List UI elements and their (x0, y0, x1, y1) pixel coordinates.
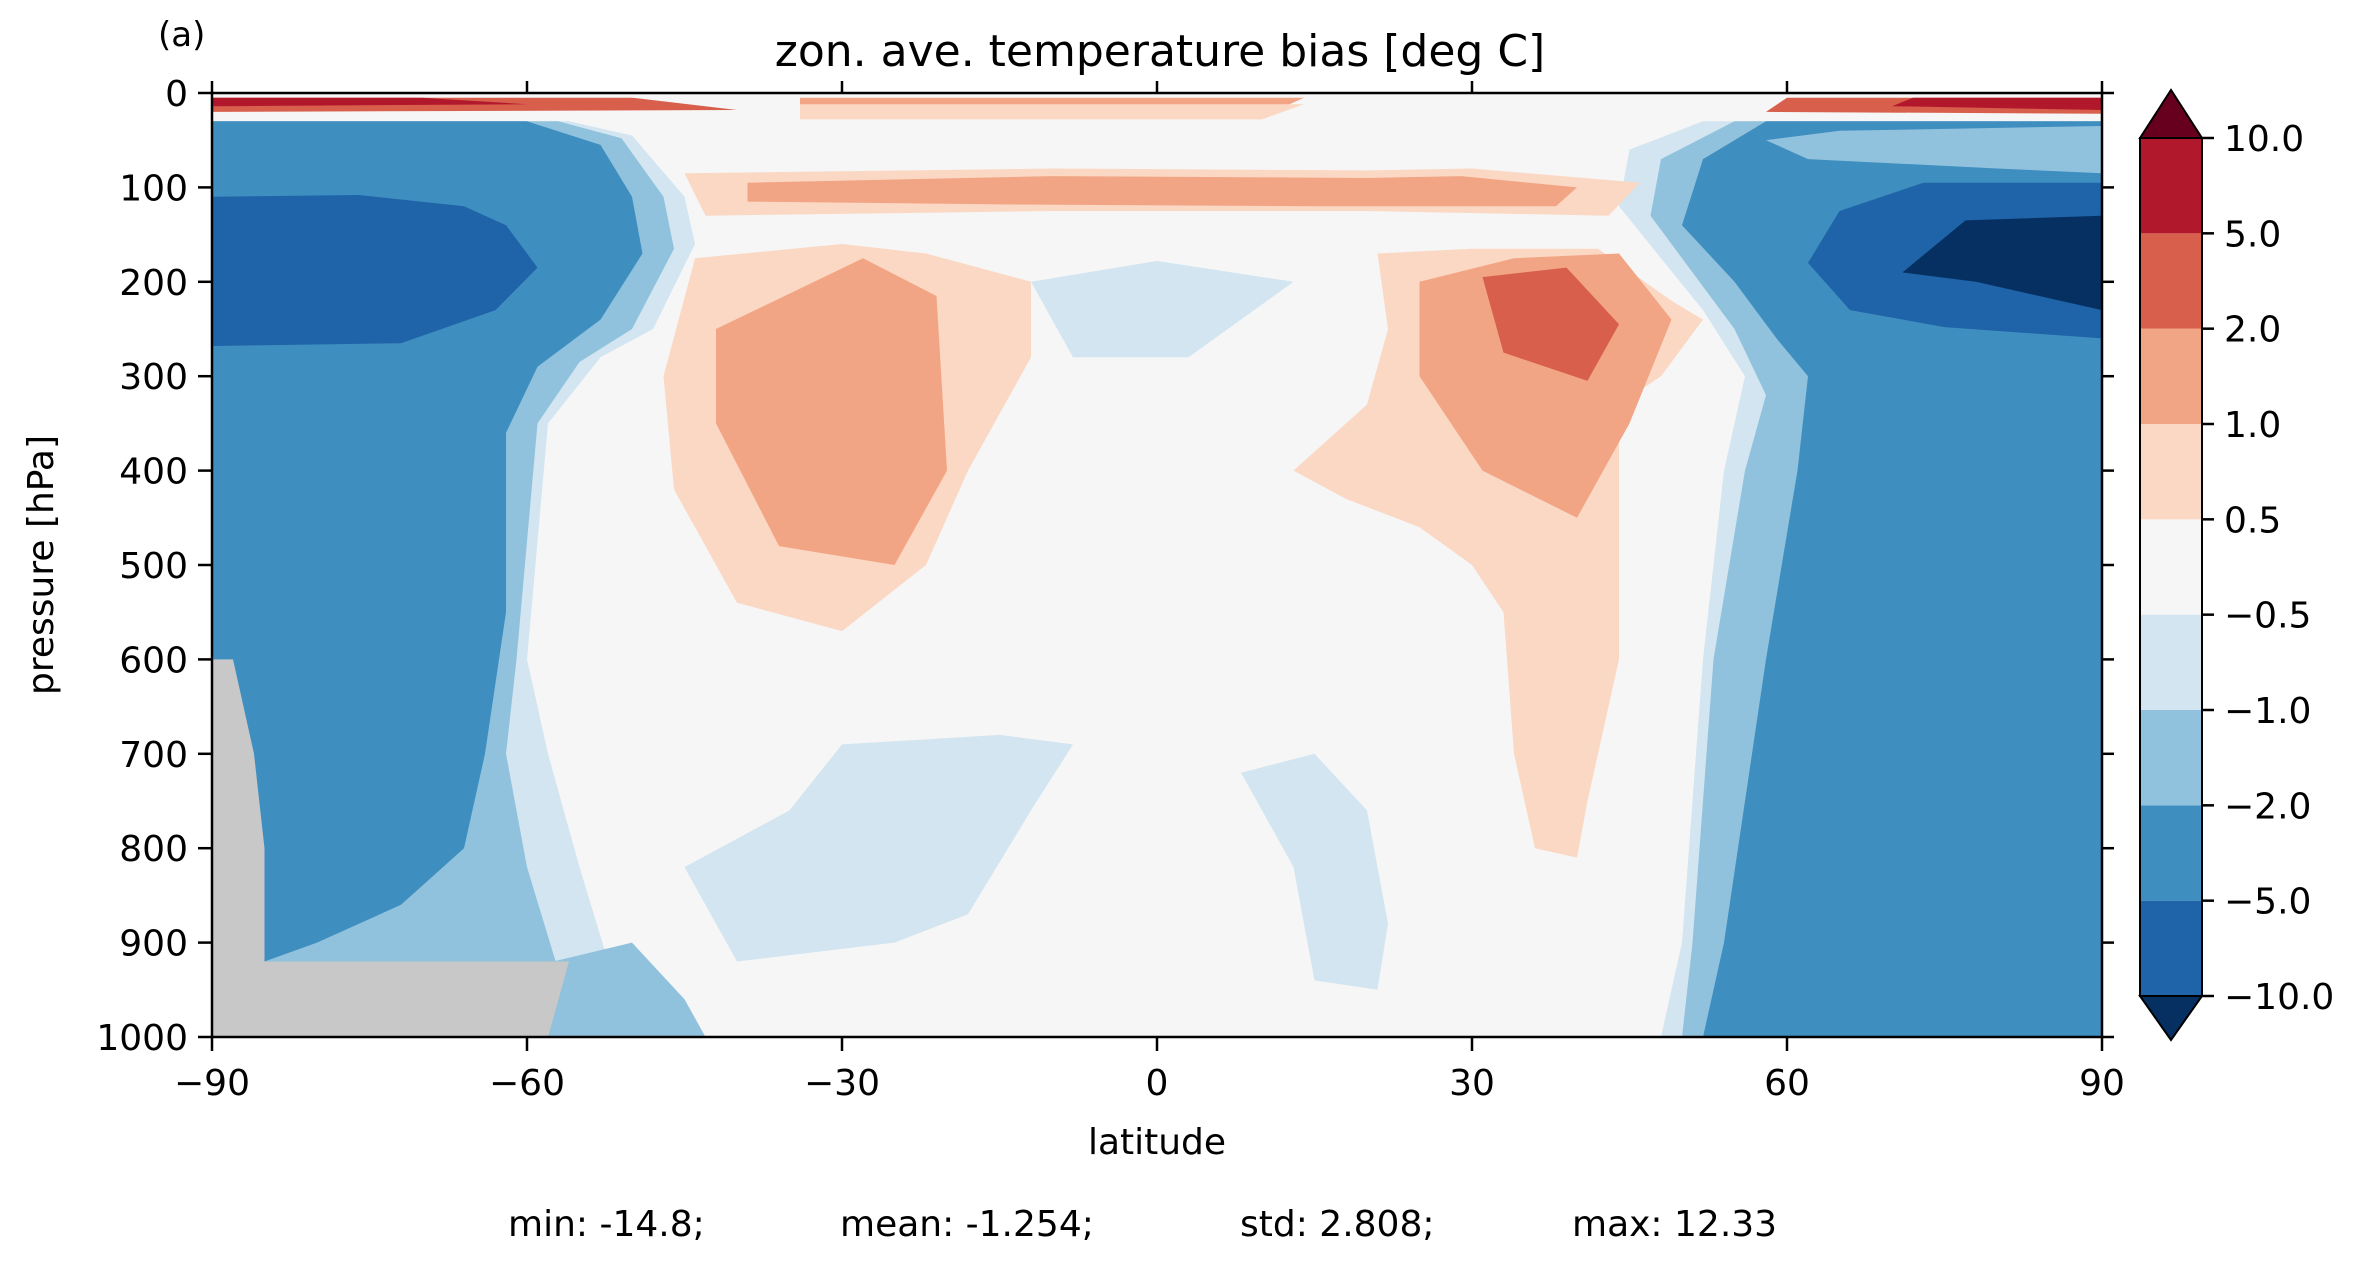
colorbar-segment (2140, 328, 2202, 424)
x-axis-label: latitude (1088, 1122, 1226, 1163)
band-sub-warm (716, 258, 947, 565)
colorbar-tick-label: 5.0 (2224, 214, 2281, 255)
colorbar-segment (2140, 424, 2202, 520)
stat-std: std: 2.808; (1240, 1204, 1434, 1245)
band-south-core (212, 195, 538, 346)
y-tick-label: 100 (119, 168, 188, 209)
x-tick-label: −30 (804, 1063, 880, 1104)
y-tick-label: 700 (119, 735, 188, 776)
band-lower-cool (684, 734, 1073, 962)
y-tick-label: 600 (119, 640, 188, 681)
colorbar-tick-label: −2.0 (2224, 786, 2311, 827)
stat-min: min: -14.8; (508, 1204, 705, 1245)
colorbar-segment (2140, 614, 2202, 710)
y-axis-label: pressure [hPa] (21, 435, 62, 695)
colorbar-tick-label: 10.0 (2224, 119, 2304, 160)
chart-title: zon. ave. temperature bias [deg C] (775, 26, 1545, 77)
x-tick-label: 90 (2079, 1063, 2125, 1104)
stat-max: max: 12.33 (1572, 1204, 1777, 1245)
band-uppertrop-warm (747, 176, 1577, 207)
x-axis: −90 −60 −30 0 30 60 90 (174, 81, 2125, 1104)
y-tick-label: 300 (119, 357, 188, 398)
colorbar-segment (2140, 138, 2202, 234)
y-tick-label: 200 (119, 263, 188, 304)
stat-mean: mean: -1.254; (840, 1204, 1094, 1245)
colorbar-tick-label: −1.0 (2224, 691, 2311, 732)
colorbar-tick-label: −10.0 (2224, 977, 2334, 1018)
colorbar-tick-label: 2.0 (2224, 310, 2281, 351)
band-lower-cool-2 (1241, 753, 1388, 990)
colorbar-segment (2140, 519, 2202, 615)
y-tick-label: 900 (119, 924, 188, 965)
colorbar-tick-label: −5.0 (2224, 882, 2311, 923)
colorbar-tick-label: 0.5 (2224, 500, 2281, 541)
band-top-north-hot (1892, 97, 2102, 110)
colorbar-tick-label: −0.5 (2224, 596, 2311, 637)
colorbar-segment (2140, 710, 2202, 806)
colorbar-extend-max (2138, 88, 2204, 139)
panel-label: (a) (158, 15, 205, 55)
x-tick-label: 30 (1449, 1063, 1495, 1104)
y-tick-label: 800 (119, 829, 188, 870)
band-north-upper (1766, 126, 2102, 174)
colorbar-frame (2139, 137, 2203, 997)
contour-field (212, 93, 2102, 1037)
band-equator-cool (1031, 261, 1294, 358)
y-tick-label: 0 (165, 74, 188, 115)
colorbar-extend-min (2138, 995, 2204, 1042)
band-north-extreme (1902, 215, 2102, 311)
x-tick-label: −60 (489, 1063, 565, 1104)
colorbar: −10.0 −5.0 −2.0 −1.0 −0.5 0.5 1.0 2.0 5.0 10.0 (2138, 88, 2334, 1042)
x-tick-label: −90 (174, 1063, 250, 1104)
band-north-hot (1482, 267, 1619, 381)
y-tick-label: 400 (119, 452, 188, 493)
colorbar-segment (2140, 900, 2202, 996)
land-mask-edge (548, 961, 580, 1037)
band-top-south-hot (212, 97, 527, 107)
x-tick-label: 0 (1146, 1063, 1169, 1104)
band-north-dark (1682, 121, 2102, 1037)
colorbar-tick-label: 1.0 (2224, 405, 2281, 446)
colorbar-segment (2140, 805, 2202, 901)
x-tick-label: 60 (1764, 1063, 1810, 1104)
y-tick-label: 1000 (96, 1018, 188, 1059)
band-top-mid-lt (800, 104, 1304, 120)
colorbar-segment (2140, 233, 2202, 329)
y-axis: 0 100 200 300 400 500 600 700 800 900 1000 (96, 74, 2114, 1059)
y-tick-label: 500 (119, 546, 188, 587)
land-mask (212, 659, 569, 1037)
